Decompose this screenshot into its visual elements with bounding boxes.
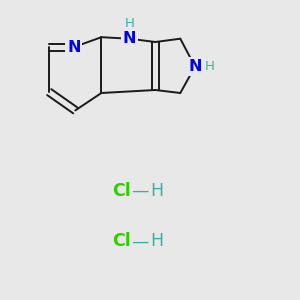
Text: N: N (123, 31, 136, 46)
Text: N: N (67, 40, 80, 55)
Text: H: H (205, 60, 214, 73)
Text: H: H (124, 16, 134, 30)
Text: —: — (131, 182, 148, 200)
Text: H: H (150, 182, 163, 200)
Text: Cl: Cl (112, 232, 131, 250)
Text: N: N (188, 59, 202, 74)
Text: Cl: Cl (112, 182, 131, 200)
Text: H: H (150, 232, 163, 250)
Text: —: — (131, 232, 148, 250)
